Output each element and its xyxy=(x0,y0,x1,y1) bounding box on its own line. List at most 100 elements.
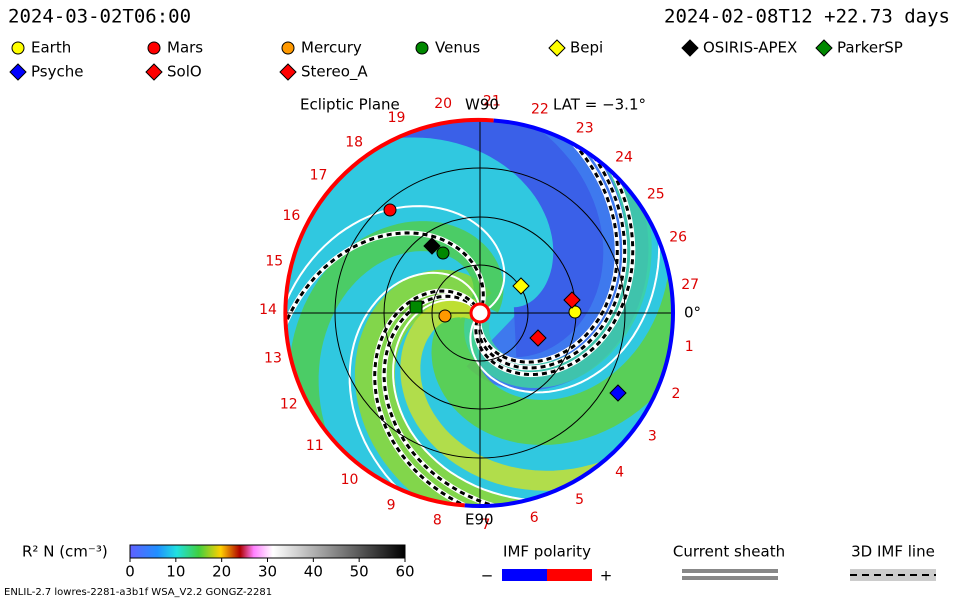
marker xyxy=(438,309,452,323)
density-band xyxy=(431,246,673,446)
marker xyxy=(609,384,627,402)
ring-number: 1 xyxy=(685,339,694,355)
ring-number: 2 xyxy=(672,386,681,402)
ring-number: 19 xyxy=(388,110,406,126)
current-sheath xyxy=(474,120,635,377)
marker xyxy=(529,329,547,347)
imf-neg xyxy=(502,569,547,581)
footer: ENLIL-2.7 lowres-2281-a3b1f WSA_V2.2 GON… xyxy=(4,587,272,598)
imf-white-line xyxy=(287,205,506,388)
solar-wind-disk xyxy=(287,120,673,506)
marker xyxy=(423,237,441,255)
legend-label: Bepi xyxy=(570,39,603,57)
marker xyxy=(409,300,423,314)
ring-number: 12 xyxy=(280,397,298,413)
ring-number: 20 xyxy=(434,96,452,112)
plot-title: Ecliptic Plane xyxy=(300,96,400,114)
sheath-title: Current sheath xyxy=(673,543,785,561)
colorbar-tick-label: 30 xyxy=(258,563,277,581)
ring-number: 6 xyxy=(530,510,539,526)
colorbar-tick-label: 20 xyxy=(212,563,231,581)
e90: E90 xyxy=(465,511,494,529)
ring-number: 21 xyxy=(483,93,501,109)
legend-label: Venus xyxy=(435,39,480,57)
ring-number: 7 xyxy=(481,517,490,533)
current-sheath xyxy=(287,231,485,388)
ring-number: 10 xyxy=(341,472,359,488)
colorbar-tick-label: 40 xyxy=(304,563,323,581)
legend-marker xyxy=(147,41,161,55)
legend-label: ParkerSP xyxy=(837,39,903,57)
sun xyxy=(469,302,491,324)
legend-label: Mercury xyxy=(301,39,362,57)
legend-marker xyxy=(415,41,429,55)
imf-white-line xyxy=(469,152,661,394)
imf-line-title: 3D IMF line xyxy=(851,543,935,561)
ring-number: 3 xyxy=(648,428,657,444)
rim xyxy=(283,117,494,508)
colorbar-tick-label: 60 xyxy=(395,563,414,581)
ring-number: 18 xyxy=(345,134,363,150)
imf-plus: + xyxy=(600,567,613,585)
current-sheath xyxy=(476,120,627,370)
ring-number: 9 xyxy=(387,497,396,513)
legend-label: Stereo_A xyxy=(301,63,368,82)
legend-marker xyxy=(681,39,699,57)
ring-number: 24 xyxy=(615,149,633,165)
density-band xyxy=(288,221,504,487)
ring-number: 26 xyxy=(669,230,687,246)
ring-number: 23 xyxy=(576,121,594,137)
legend-marker xyxy=(279,63,297,81)
zero-deg: 0° xyxy=(684,304,701,322)
imf-white-line xyxy=(392,298,619,502)
legend-label: SolO xyxy=(167,63,202,81)
ring-number: 25 xyxy=(647,186,665,202)
ring-number: 22 xyxy=(531,102,549,118)
ring-number: 4 xyxy=(615,465,624,481)
legend-marker xyxy=(11,41,25,55)
current-sheath xyxy=(373,289,551,506)
ring-number: 5 xyxy=(575,492,584,508)
legend-label: Mars xyxy=(167,39,203,57)
legend-label: Earth xyxy=(31,39,71,57)
ring-number: 11 xyxy=(306,438,324,454)
colorbar xyxy=(129,544,406,559)
ring-number: 27 xyxy=(681,277,699,293)
lat: LAT = −3.1° xyxy=(553,96,646,114)
imf-pos xyxy=(547,569,592,581)
marker xyxy=(436,246,450,260)
ring-number: 17 xyxy=(310,168,328,184)
ring-number: 13 xyxy=(264,351,282,367)
time-left: 2024-03-02T06:00 xyxy=(8,6,191,28)
colorbar-tick-label: 0 xyxy=(125,563,135,581)
ring-number: 16 xyxy=(283,208,301,224)
legend-label: OSIRIS-APEX xyxy=(703,39,797,57)
legend-marker xyxy=(548,39,566,57)
legend-marker xyxy=(281,41,295,55)
marker xyxy=(512,277,530,295)
current-sheath xyxy=(382,294,582,506)
legend-label: Psyche xyxy=(31,63,83,81)
imf-white-line xyxy=(348,271,481,506)
marker xyxy=(568,305,582,319)
legend-marker xyxy=(145,63,163,81)
imf-title: IMF polarity xyxy=(503,543,591,561)
time-right: 2024-02-08T12 +22.73 days xyxy=(664,6,950,28)
colorbar-tick-label: 50 xyxy=(350,563,369,581)
w90: W90 xyxy=(465,96,499,114)
density-band xyxy=(400,297,670,491)
current-sheath xyxy=(477,120,619,364)
ring-number: 15 xyxy=(265,254,283,270)
legend-marker xyxy=(9,63,27,81)
marker xyxy=(383,203,397,217)
legend-marker xyxy=(815,39,833,57)
marker xyxy=(563,291,581,309)
colorbar-tick-label: 10 xyxy=(166,563,185,581)
imf-minus: − xyxy=(481,567,494,585)
ring-number: 8 xyxy=(433,513,442,529)
colorbar-label: R² N (cm⁻³) xyxy=(22,543,108,561)
rim xyxy=(464,118,675,508)
ring-number: 14 xyxy=(259,302,277,318)
